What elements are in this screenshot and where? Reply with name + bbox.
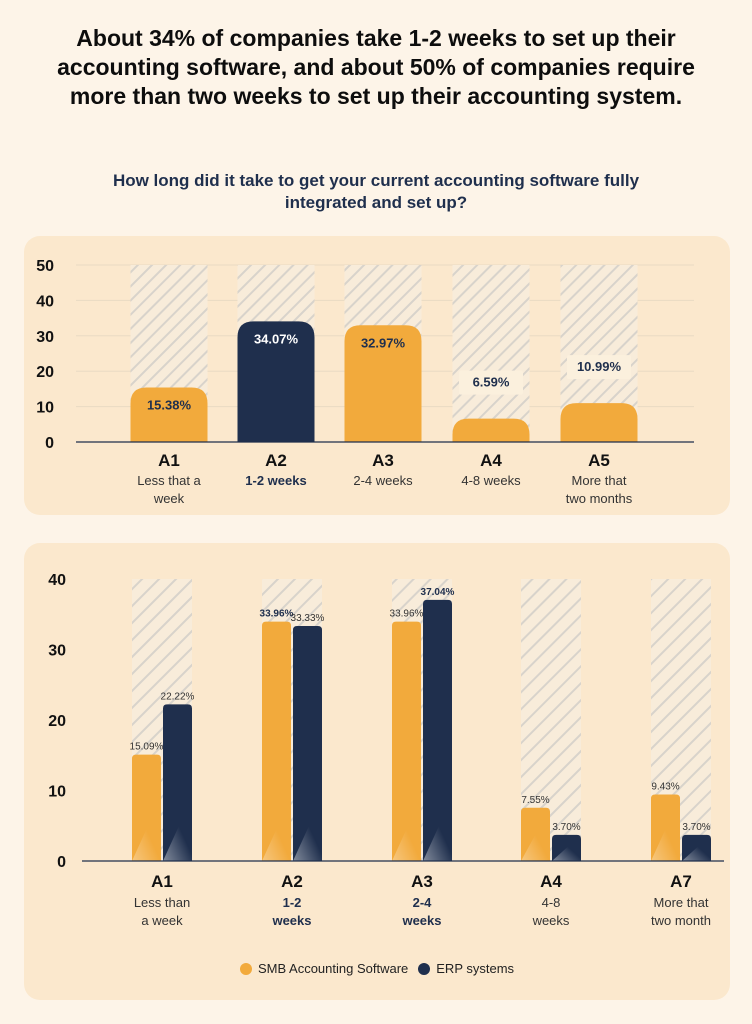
category-description-a1: Less that a (137, 473, 201, 488)
category-description-a7: More that (654, 895, 709, 910)
value-label-erp-a2: 33.33% (291, 613, 325, 624)
y-tick-40: 40 (48, 572, 66, 589)
value-label-a4: 6.59% (473, 375, 510, 390)
y-tick-30: 30 (48, 643, 66, 660)
category-description-a3: 2-4 weeks (353, 473, 413, 488)
hatch-background-a4 (452, 265, 530, 442)
value-label-smb-a3: 33.96% (390, 609, 424, 620)
category-description-a3: 2-4 (413, 895, 433, 910)
chart-panel-comparison: 0 10 20 30 40 15.09% 22.22% A1 Less than a week 33… (24, 543, 730, 1000)
value-label-a5: 10.99% (577, 359, 622, 374)
bar-shine-erp-a4 (552, 834, 581, 861)
value-label-smb-a1: 15.09% (130, 742, 164, 753)
y-tick-10: 10 (36, 400, 54, 417)
category-description-a1: a week (141, 913, 183, 928)
bar-smb-a3 (392, 621, 421, 861)
legend-swatch-erp-dot (418, 962, 431, 975)
survey-question: How long did it take to get your current… (112, 171, 640, 212)
legend-swatch-smb-dot (239, 962, 252, 975)
y-tick-10: 10 (48, 784, 66, 801)
category-label-a2: A2 (265, 451, 287, 470)
category-description-a2: weeks (271, 913, 311, 928)
y-tick-20: 20 (48, 713, 66, 730)
value-label-erp-a4: 3.70% (552, 822, 580, 833)
legend-label-smb: SMB Accounting Software (257, 961, 409, 976)
value-label-smb-a2: 33.96% (260, 609, 294, 620)
category-label-a4: A4 (480, 451, 502, 470)
bar-smb-a2 (262, 621, 291, 861)
legend-item-smb: SMB Accounting Software (239, 961, 409, 976)
y-tick-30: 30 (36, 329, 54, 346)
category-label-a1: A1 (151, 872, 173, 891)
legend-item-erp: ERP systems (418, 961, 514, 976)
bar-shine-erp-a7 (682, 834, 711, 861)
category-label-a1: A1 (158, 451, 180, 470)
headline: About 34% of companies take 1-2 weeks to… (57, 25, 695, 109)
category-description-a1: Less than (134, 895, 190, 910)
y-tick-0: 0 (57, 854, 66, 871)
bar-a2 (237, 321, 315, 442)
chart-legend: SMB Accounting Software ERP systems (24, 961, 730, 976)
category-description-a4: 4-8 (542, 895, 561, 910)
bar-a1 (130, 387, 208, 442)
y-tick-0: 0 (45, 435, 54, 452)
chart-panel-overall: 0 10 20 30 40 50 15.38% A1 Less that a week 34.07%… (24, 236, 730, 515)
value-label-box-a5 (567, 355, 631, 380)
bar-a3 (344, 325, 422, 442)
category-description-a4: 4-8 weeks (461, 473, 521, 488)
category-label-a5: A5 (588, 451, 610, 470)
category-label-a2: A2 (281, 872, 303, 891)
category-label-a4: A4 (540, 872, 562, 891)
category-description-a3: weeks (401, 913, 441, 928)
value-label-erp-a3: 37.04% (421, 587, 455, 598)
value-label-smb-a7: 9.43% (651, 782, 679, 793)
y-tick-50: 50 (36, 258, 54, 275)
smb-vs-erp-setup-time-chart: 0 10 20 30 40 15.09% 22.22% A1 Less than a week 33… (48, 572, 724, 928)
category-label-a7: A7 (670, 872, 692, 891)
value-label-a1: 15.38% (147, 398, 192, 413)
category-description-a1: week (153, 491, 185, 506)
bar-shine-smb-a4 (521, 807, 550, 861)
value-label-a2: 34.07% (254, 331, 299, 346)
category-description-a7: two month (651, 913, 711, 928)
value-label-smb-a4: 7.55% (521, 795, 549, 806)
category-description-a5: two months (566, 491, 633, 506)
bar-a4 (452, 418, 530, 442)
category-description-a5: More that (572, 473, 627, 488)
category-label-a3: A3 (411, 872, 433, 891)
y-tick-40: 40 (36, 293, 54, 310)
category-description-a2: 1-2 weeks (245, 473, 306, 488)
category-description-a2: 1-2 (283, 895, 302, 910)
bar-a5 (560, 403, 638, 442)
category-description-a4: weeks (532, 913, 570, 928)
value-label-a3: 32.97% (361, 335, 406, 350)
legend-label-erp: ERP systems (436, 961, 515, 976)
value-label-erp-a7: 3.70% (682, 822, 710, 833)
category-label-a3: A3 (372, 451, 394, 470)
y-tick-20: 20 (36, 364, 54, 381)
bar-erp-a3 (423, 599, 452, 861)
value-label-box-a4 (459, 370, 523, 395)
bar-erp-a2 (293, 626, 322, 861)
value-label-erp-a1: 22.22% (161, 691, 195, 702)
overall-setup-time-chart: 0 10 20 30 40 50 15.38% A1 Less that a week 34.07%… (36, 258, 694, 506)
